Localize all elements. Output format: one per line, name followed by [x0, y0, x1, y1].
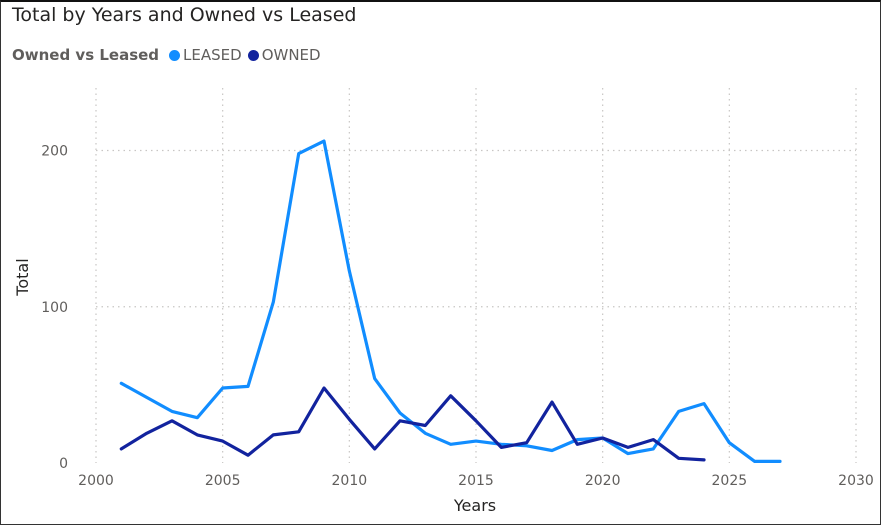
x-tick-label: 2010 [332, 473, 368, 489]
x-axis-ticks: 2000 2005 2010 2015 2020 2025 2030 [78, 473, 874, 489]
y-tick-label: 0 [59, 456, 68, 472]
series-lines [119, 139, 782, 463]
legend-label-owned: OWNED [261, 46, 321, 64]
legend-item-owned[interactable]: OWNED [247, 46, 321, 64]
legend-marker-owned [247, 49, 259, 61]
series-line-owned[interactable] [119, 386, 706, 462]
y-tick-label: 100 [41, 300, 68, 316]
legend: Owned vs Leased LEASED OWNED [12, 46, 327, 64]
series-line-leased[interactable] [119, 139, 782, 463]
gridlines [95, 88, 857, 463]
legend-label-leased: LEASED [183, 46, 242, 64]
chart-title: Total by Years and Owned vs Leased [12, 4, 357, 26]
legend-marker-leased [169, 49, 181, 61]
x-tick-label: 2020 [585, 473, 621, 489]
y-axis-title: Total [13, 258, 32, 296]
x-tick-label: 2000 [78, 473, 114, 489]
legend-title: Owned vs Leased [12, 46, 160, 64]
y-axis-ticks: 0 100 200 [41, 144, 68, 473]
x-tick-label: 2030 [838, 473, 874, 489]
x-tick-label: 2025 [712, 473, 748, 489]
y-tick-label: 200 [41, 144, 68, 160]
x-axis-title: Years [453, 496, 496, 515]
legend-item-leased[interactable]: LEASED [169, 46, 242, 64]
x-tick-label: 2015 [458, 473, 494, 489]
x-tick-label: 2005 [205, 473, 241, 489]
